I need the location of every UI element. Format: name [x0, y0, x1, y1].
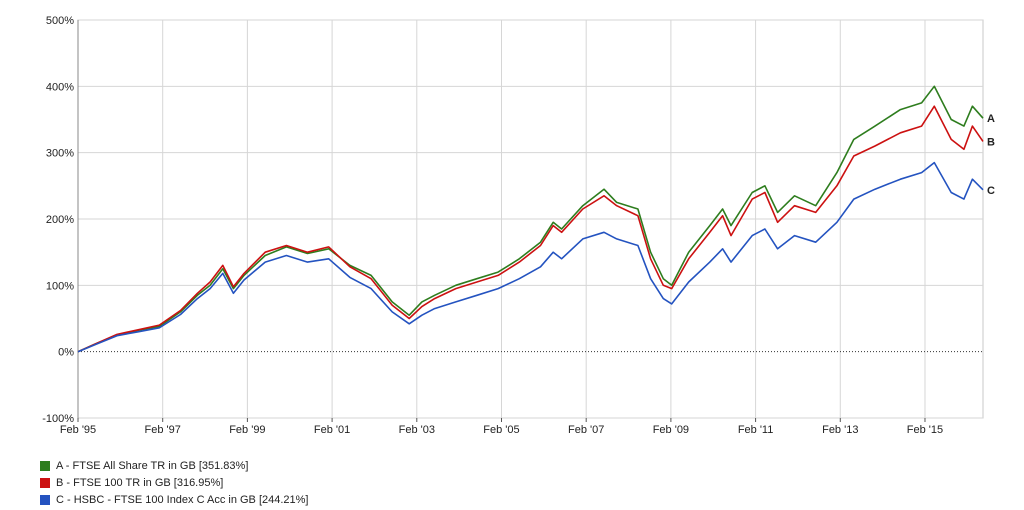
x-tick-label: Feb '97	[145, 424, 181, 436]
series-line-a	[77, 85, 984, 353]
legend-swatch	[40, 494, 50, 505]
line-chart: -100% 0% 100% 200% 300% 400% 500% Feb '95 Feb '9…	[42, 15, 995, 436]
series-line-c	[77, 161, 984, 353]
x-tick-label: Feb '95	[60, 424, 96, 436]
legend-label: A - FTSE All Share TR in GB [351.83%]	[56, 459, 249, 472]
x-tick-label: Feb '03	[399, 424, 435, 436]
legend-label: C - HSBC - FTSE 100 Index C Acc in GB [2…	[56, 493, 309, 506]
legend-item: B - FTSE 100 TR in GB [316.95%]	[40, 474, 309, 491]
series-line-b	[77, 105, 984, 353]
series-end-label-b: B	[987, 136, 995, 148]
y-tick-label: 200%	[46, 214, 74, 226]
y-tick-label: 300%	[46, 148, 74, 160]
legend-swatch	[40, 477, 50, 488]
legend-label: B - FTSE 100 TR in GB [316.95%]	[56, 476, 224, 489]
x-tick-label: Feb '13	[822, 424, 858, 436]
series-end-label-a: A	[987, 113, 995, 125]
legend-swatch	[40, 460, 50, 471]
y-tick-label: 400%	[46, 81, 74, 93]
x-tick-label: Feb '11	[738, 424, 774, 436]
x-tick-label: Feb '15	[907, 424, 943, 436]
legend-item: C - HSBC - FTSE 100 Index C Acc in GB [2…	[40, 491, 309, 508]
y-tick-label: -100%	[42, 413, 74, 425]
y-tick-label: 500%	[46, 15, 74, 27]
x-tick-label: Feb '07	[568, 424, 604, 436]
x-tick-label: Feb '05	[483, 424, 519, 436]
x-tick-label: Feb '99	[229, 424, 265, 436]
chart-legend: A - FTSE All Share TR in GB [351.83%] B -…	[40, 457, 309, 508]
legend-item: A - FTSE All Share TR in GB [351.83%]	[40, 457, 309, 474]
x-tick-label: Feb '01	[314, 424, 350, 436]
x-tick-label: Feb '09	[653, 424, 689, 436]
y-tick-label: 0%	[58, 347, 74, 359]
y-tick-label: 100%	[46, 280, 74, 292]
series-end-label-c: C	[987, 185, 995, 197]
